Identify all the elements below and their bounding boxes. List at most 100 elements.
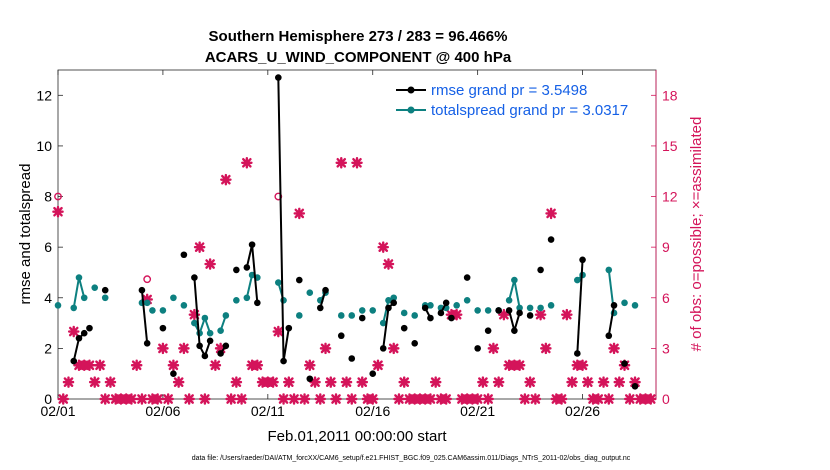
rmse-point bbox=[254, 299, 261, 307]
totalspread-point bbox=[275, 279, 282, 286]
totalspread-point bbox=[526, 304, 534, 312]
rmse-point bbox=[505, 307, 513, 314]
totalspread-point bbox=[516, 304, 523, 312]
obs-assimilated-marker bbox=[340, 376, 353, 388]
totalspread-point bbox=[101, 294, 109, 302]
left-axis-ticks: 0 2 4 6 8 10 12 bbox=[36, 87, 63, 407]
obs-assimilated-marker bbox=[440, 393, 452, 405]
legend-rmse-marker bbox=[407, 86, 415, 94]
totalspread-point bbox=[505, 297, 513, 304]
obs-assimilated-marker bbox=[309, 376, 321, 388]
rmse-point bbox=[400, 324, 408, 332]
totalspread-point bbox=[201, 314, 209, 322]
rmse-line bbox=[140, 290, 149, 344]
obs-assimilated-marker bbox=[602, 393, 615, 405]
obs-assimilated-marker bbox=[623, 393, 636, 405]
obs-assimilated-marker bbox=[67, 325, 80, 338]
totalspread-point bbox=[280, 297, 287, 304]
totalspread-line bbox=[193, 314, 212, 336]
right-tick-label: 6 bbox=[662, 290, 670, 306]
rmse-point bbox=[201, 352, 209, 360]
rmse-point bbox=[159, 324, 167, 332]
totalspread-point bbox=[453, 302, 460, 309]
totalspread-point bbox=[180, 302, 188, 309]
obs-assimilated-marker bbox=[99, 393, 112, 405]
rmse-point bbox=[170, 370, 177, 377]
obs-assimilated-marker bbox=[393, 393, 405, 405]
obs-assimilated-marker bbox=[104, 376, 117, 388]
totalspread-point bbox=[474, 307, 481, 314]
obs-assimilated-marker bbox=[267, 376, 279, 388]
right-axis-ticks: 0 3 6 9 12 15 18 bbox=[651, 87, 678, 407]
x-tick-label: 02/26 bbox=[565, 403, 600, 419]
obs-assimilated-marker bbox=[88, 376, 101, 388]
obs-assimilated-marker bbox=[94, 359, 106, 372]
rmse-point bbox=[222, 342, 230, 350]
rmse-point bbox=[516, 309, 523, 317]
x-axis-label: Feb.01,2011 00:00:00 start bbox=[267, 428, 447, 445]
rmse-point bbox=[206, 337, 214, 345]
obs-assimilated-marker bbox=[241, 156, 253, 169]
rmse-point bbox=[191, 274, 198, 281]
chart-title-line2: ACARS_U_WIND_COMPONENT @ 400 hPa bbox=[205, 49, 512, 66]
obs-assimilated-marker bbox=[293, 207, 306, 220]
chart-title-line1: Southern Hemisphere 273 / 283 = 96.466% bbox=[209, 28, 508, 45]
totalspread-point bbox=[80, 294, 88, 302]
obs-assimilated-marker bbox=[429, 376, 442, 388]
obs-assimilated-marker bbox=[57, 393, 70, 405]
rmse-line bbox=[607, 305, 616, 336]
rmse-point bbox=[322, 286, 329, 294]
obs-assimilated-marker bbox=[230, 376, 243, 388]
totalspread-point bbox=[149, 307, 156, 314]
x-tick-label: 02/01 bbox=[40, 403, 75, 419]
obs-assimilated-marker bbox=[157, 342, 169, 355]
obs-assimilated-marker bbox=[52, 205, 64, 218]
obs-assimilated-marker bbox=[298, 393, 311, 405]
right-tick-label: 12 bbox=[662, 189, 678, 205]
obs-assimilated-marker bbox=[582, 376, 594, 388]
obs-assimilated-marker bbox=[524, 376, 536, 388]
x-tick-label: 02/16 bbox=[355, 403, 390, 419]
obs-count-markers bbox=[52, 156, 657, 405]
obs-assimilated-marker bbox=[424, 393, 437, 405]
right-tick-label: 9 bbox=[662, 239, 670, 255]
left-tick-label: 6 bbox=[44, 239, 52, 255]
totalspread-point bbox=[191, 319, 198, 327]
obs-assimilated-marker bbox=[513, 359, 526, 372]
rmse-point bbox=[437, 309, 445, 317]
obs-assimilated-marker bbox=[193, 241, 206, 253]
obs-assimilated-marker bbox=[382, 258, 395, 270]
obs-assimilated-marker bbox=[199, 393, 211, 405]
totalspread-point bbox=[243, 294, 251, 302]
obs-assimilated-marker bbox=[398, 376, 411, 388]
rmse-line bbox=[193, 277, 212, 359]
obs-assimilated-marker bbox=[167, 359, 180, 372]
totalspread-point bbox=[369, 307, 377, 314]
rmse-point bbox=[75, 334, 83, 342]
rmse-point bbox=[448, 314, 455, 322]
rmse-point bbox=[348, 355, 356, 362]
obs-assimilated-marker bbox=[319, 342, 332, 355]
obs-assimilated-marker bbox=[330, 393, 342, 405]
rmse-point bbox=[537, 266, 544, 274]
obs-assimilated-marker bbox=[372, 359, 384, 372]
totalspread-point bbox=[70, 304, 78, 312]
obs-assimilated-marker bbox=[592, 393, 605, 405]
totalspread-point bbox=[621, 299, 628, 307]
rmse-point bbox=[248, 241, 256, 248]
legend-spread-marker bbox=[407, 106, 415, 114]
totalspread-point bbox=[348, 312, 356, 319]
obs-assimilated-marker bbox=[62, 376, 75, 388]
obs-assimilated-marker bbox=[214, 342, 227, 355]
x-tick-label: 02/21 bbox=[460, 403, 495, 419]
rmse-point bbox=[275, 74, 282, 81]
rmse-point bbox=[463, 274, 471, 281]
totalspread-point bbox=[159, 307, 167, 314]
rmse-point bbox=[369, 370, 377, 377]
obs-assimilated-marker bbox=[492, 376, 505, 388]
obs-assimilated-marker bbox=[83, 359, 96, 372]
obs-assimilated-marker bbox=[519, 393, 531, 405]
left-tick-label: 2 bbox=[44, 340, 52, 356]
totalspread-point bbox=[385, 297, 392, 304]
